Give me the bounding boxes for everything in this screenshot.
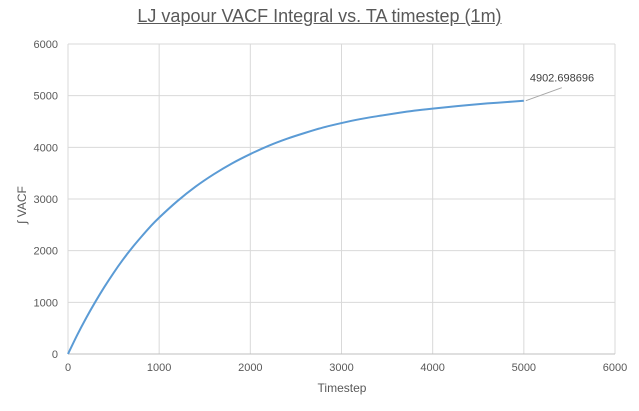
data-label: 4902.698696 xyxy=(530,73,594,85)
x-tick-label: 5000 xyxy=(512,362,536,374)
x-tick-label: 3000 xyxy=(329,362,353,374)
y-tick-label: 6000 xyxy=(34,39,58,51)
y-tick-label: 1000 xyxy=(34,297,58,309)
chart-title: LJ vapour VACF Integral vs. TA timestep … xyxy=(137,6,502,26)
y-tick-label: 5000 xyxy=(34,91,58,103)
y-axis-label: ∫ VACF xyxy=(15,186,29,224)
x-tick-label: 4000 xyxy=(420,362,444,374)
y-tick-label: 2000 xyxy=(34,246,58,258)
y-tick-label: 4000 xyxy=(34,142,58,154)
x-tick-label: 0 xyxy=(65,362,71,374)
x-tick-label: 2000 xyxy=(238,362,262,374)
y-tick-label: 3000 xyxy=(34,194,58,206)
x-axis-label: Timestep xyxy=(317,381,367,395)
series-line xyxy=(67,99,524,355)
y-tick-label: 0 xyxy=(52,349,58,361)
annotation-leader-line xyxy=(525,87,563,102)
x-tick-label: 1000 xyxy=(147,362,171,374)
x-tick-label: 6000 xyxy=(603,362,627,374)
